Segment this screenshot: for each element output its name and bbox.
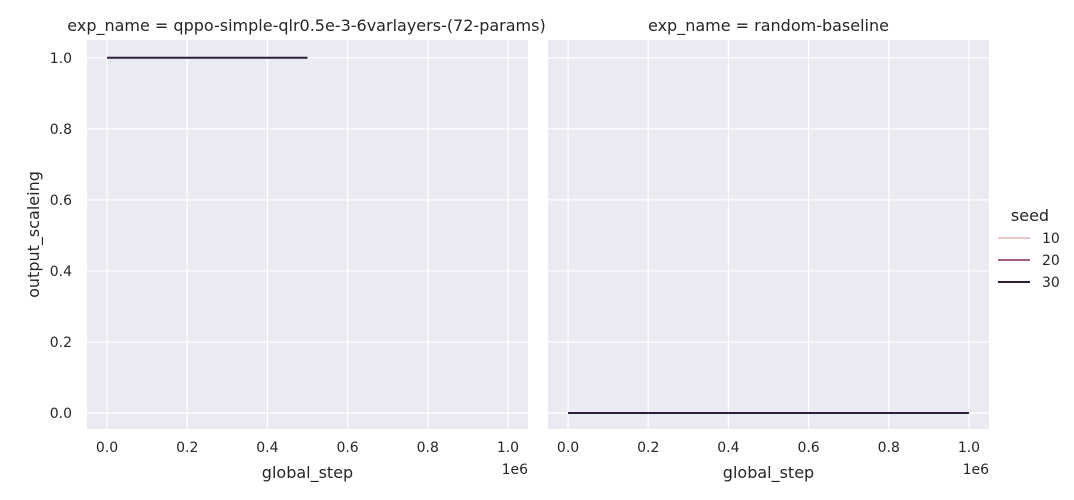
x-tick-label: 0.0 (557, 440, 579, 456)
x-offset-label: 1e6 (963, 462, 990, 478)
x-tick-label: 0.2 (637, 440, 659, 456)
x-tick-label: 0.0 (96, 440, 118, 456)
y-tick-label: 0.2 (50, 335, 72, 351)
plot-area (87, 40, 528, 429)
x-tick-label: 0.6 (336, 440, 358, 456)
plot-area (548, 40, 989, 429)
x-tick-label: 0.8 (417, 440, 439, 456)
x-tick-label: 1.0 (958, 440, 980, 456)
y-tick-label: 0.4 (50, 264, 72, 280)
y-tick-label: 0.8 (50, 122, 72, 138)
x-offset-label: 1e6 (502, 462, 529, 478)
x-tick-label: 0.6 (797, 440, 819, 456)
legend-label: 30 (1042, 275, 1060, 291)
x-tick-label: 0.4 (256, 440, 278, 456)
y-tick-label: 0.6 (50, 193, 72, 209)
panel-title: exp_name = random-baseline (648, 16, 889, 36)
x-tick-label: 0.2 (176, 440, 198, 456)
legend-item-20: 20 (998, 253, 1060, 269)
x-axis-label: global_step (723, 463, 814, 483)
legend-label: 20 (1042, 253, 1060, 269)
panel-1: 0.0 0.2 0.4 0.6 0.8 1.0 0.0 0.2 0.4 0.6 0.8 1.0 exp_… (24, 16, 546, 483)
panel-title: exp_name = qppo-simple-qlr0.5e-3-6varlay… (67, 16, 545, 36)
legend-title: seed (1011, 206, 1049, 225)
x-axis-label: global_step (262, 463, 353, 483)
x-tick-label: 0.8 (878, 440, 900, 456)
x-tick-label: 1.0 (497, 440, 519, 456)
legend-label: 10 (1042, 231, 1060, 247)
legend-item-30: 30 (998, 275, 1060, 291)
y-axis-label: output_scaleing (24, 171, 44, 298)
legend: seed 10 20 30 (998, 206, 1060, 291)
legend-item-10: 10 (998, 231, 1060, 247)
y-tick-label: 1.0 (50, 51, 72, 67)
y-tick-label: 0.0 (50, 406, 72, 422)
panel-2: 0.0 0.2 0.4 0.6 0.8 1.0 exp_name = random-base… (548, 16, 989, 483)
x-tick-label: 0.4 (717, 440, 739, 456)
